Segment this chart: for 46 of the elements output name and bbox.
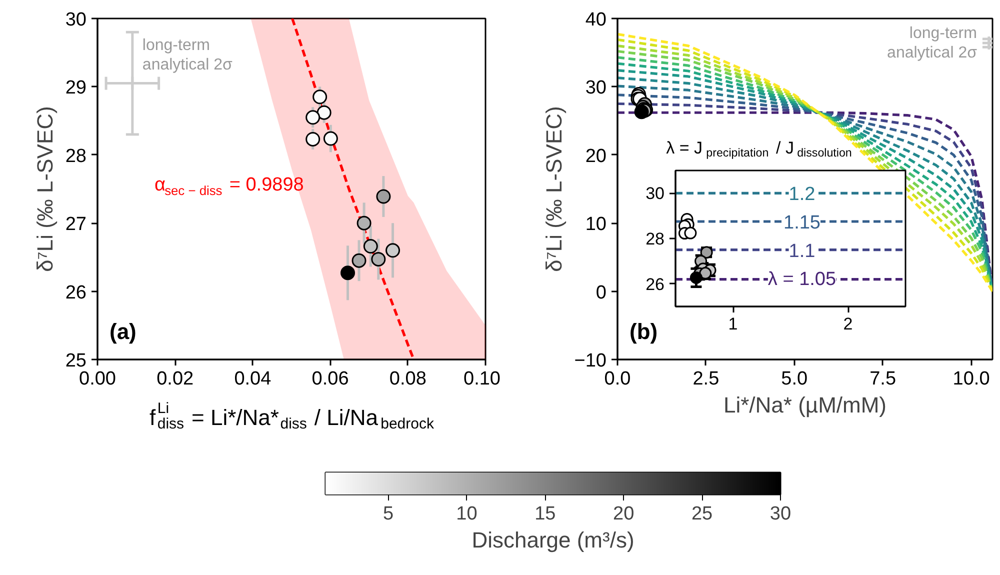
x-tick-label: 7.5 (870, 368, 896, 390)
series-label: 1.15 (784, 212, 820, 234)
y-tick-label: 30 (65, 10, 87, 30)
series-label: 1.2 (788, 184, 816, 206)
x-axis-title: Li*/Na* (µM/mM) (723, 392, 887, 418)
y-tick-label: 20 (585, 146, 607, 167)
annotation: (b) (630, 319, 658, 344)
y-tick-label: 26 (65, 282, 87, 304)
x-tick-label: 0.08 (389, 368, 426, 390)
x-tick-label: 0.04 (234, 368, 272, 390)
y-axis-title: δ⁷Li (‰ L-SVEC) (541, 106, 566, 272)
y-axis-title: δ⁷Li (‰ L-SVEC) (32, 106, 58, 272)
x-tick-label: 2.5 (692, 368, 720, 390)
color-bar-label: 30 (770, 504, 792, 524)
y-tick-label: 30 (646, 184, 665, 204)
annotation: long-term analytical 2σ (887, 24, 978, 62)
y-tick-label: 28 (65, 146, 87, 167)
y-tick-label: 26 (646, 274, 665, 294)
y-tick-label: 28 (646, 230, 665, 248)
color-bar-label: 10 (456, 504, 478, 524)
x-tick-label: 0.02 (156, 368, 194, 390)
y-tick-label: 27 (65, 214, 87, 236)
x-tick-label: 0.00 (79, 368, 116, 390)
color-bar-label: 5 (382, 504, 394, 524)
series-label: λ = 1.05 (768, 268, 836, 290)
y-tick-label: 0 (596, 282, 607, 304)
y-tick-label: 25 (65, 350, 87, 372)
y-tick-label: −10 (574, 350, 607, 372)
x-tick-label: 2 (843, 314, 853, 334)
annotation: (a) (110, 319, 136, 344)
y-tick-label: 10 (585, 214, 607, 236)
x-tick-label: 0.0 (604, 368, 631, 390)
x-tick-label: 5.0 (781, 368, 808, 390)
y-tick-label: 30 (585, 78, 607, 99)
color-bar-label: 25 (691, 504, 713, 524)
series-label: 1.1 (788, 240, 816, 262)
y-tick-label: 40 (585, 10, 607, 30)
color-bar-label: 15 (534, 504, 556, 524)
color-bar-label: 20 (613, 504, 634, 524)
x-tick-label: 0.10 (464, 368, 501, 390)
y-tick-label: 29 (65, 78, 87, 99)
x-tick-label: 1 (728, 314, 738, 334)
color-bar-title: Discharge (m³/s) (472, 528, 634, 552)
x-tick-label: 10.0 (952, 368, 990, 390)
x-tick-label: 0.06 (312, 368, 349, 390)
annotation: long-term analytical 2σ (142, 37, 232, 74)
